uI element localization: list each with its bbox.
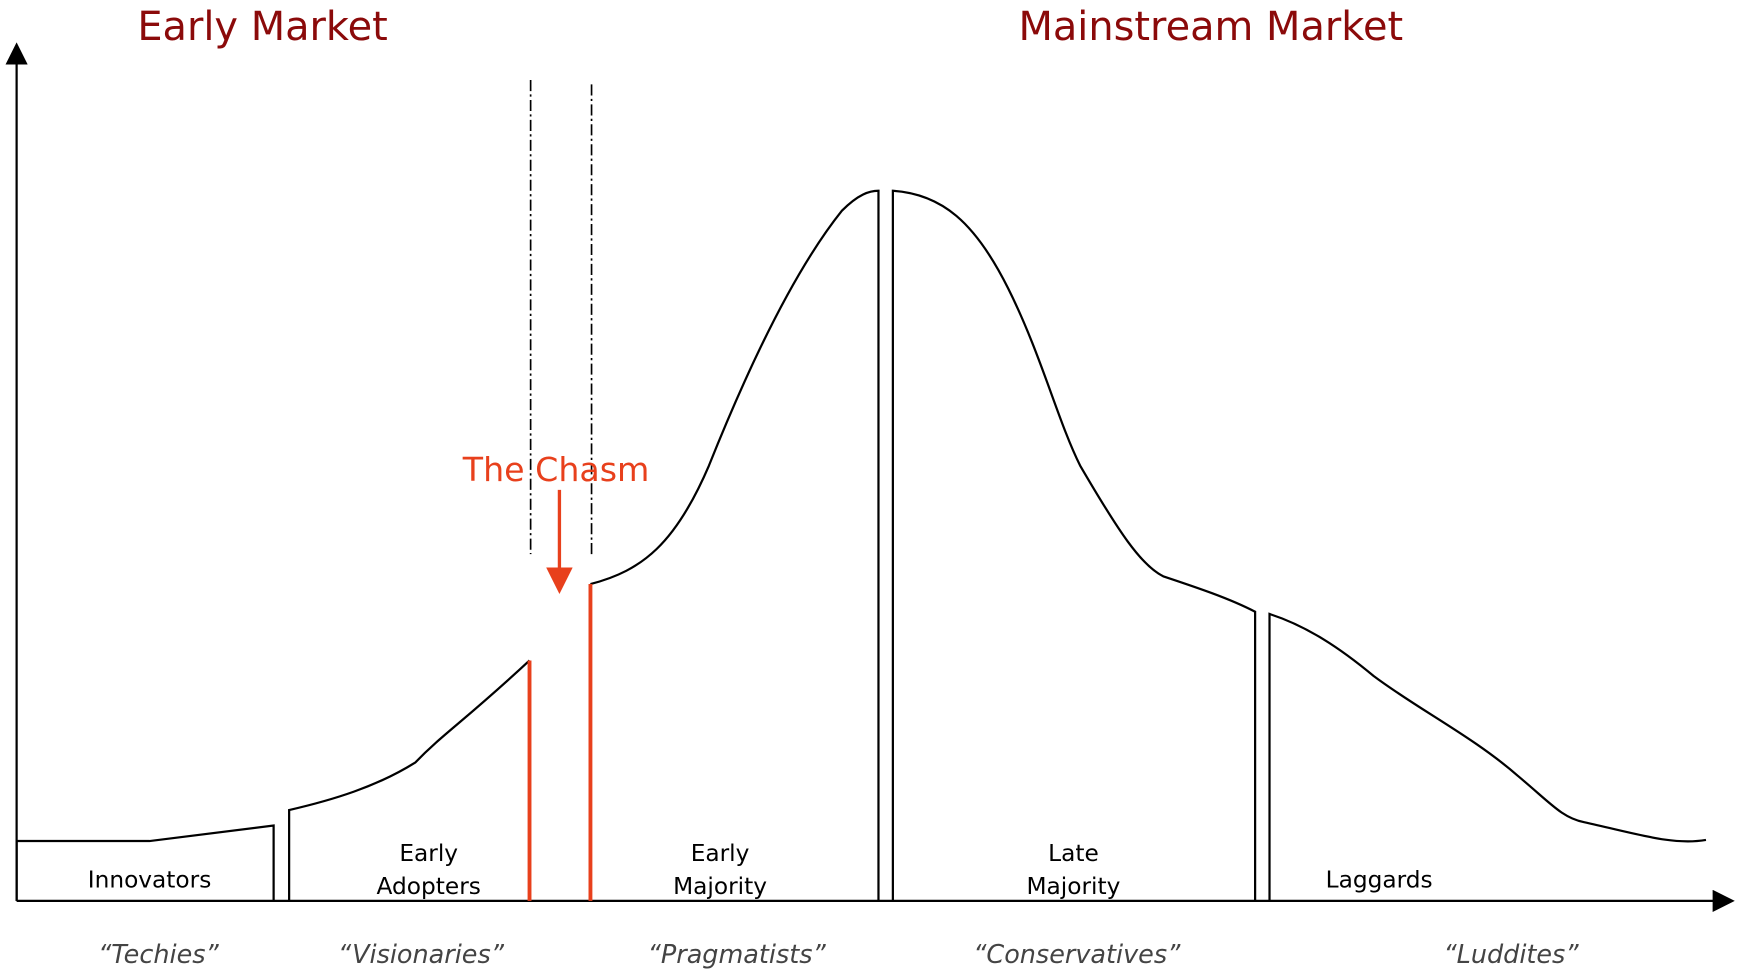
segment-label: Early — [691, 840, 750, 867]
segment-label: Late — [1048, 840, 1099, 867]
segment-nickname: “Visionaries” — [338, 940, 505, 970]
segment-label: Innovators — [88, 867, 212, 894]
right-title: Mainstream Market — [1018, 4, 1403, 50]
segment-label: Majority — [673, 873, 767, 900]
chasm-label: The Chasm — [462, 450, 650, 489]
segment-label: Early — [399, 840, 458, 867]
innovators-curve — [15, 824, 275, 901]
segment-label: Adopters — [377, 873, 481, 900]
early-majority-curve — [590, 189, 880, 901]
segment-label: Majority — [1026, 873, 1120, 900]
early-adopters-curve — [288, 659, 531, 901]
segment-nickname: “Pragmatists” — [648, 940, 827, 970]
segment-nickname: “Techies” — [98, 940, 219, 970]
segment-label: Laggards — [1326, 867, 1433, 894]
late-majority-curve — [891, 189, 1257, 901]
segment-nickname: “Conservatives” — [973, 940, 1181, 970]
left-title: Early Market — [137, 4, 387, 50]
laggards-curve — [1268, 612, 1707, 901]
segment-nickname: “Luddites” — [1443, 940, 1579, 970]
